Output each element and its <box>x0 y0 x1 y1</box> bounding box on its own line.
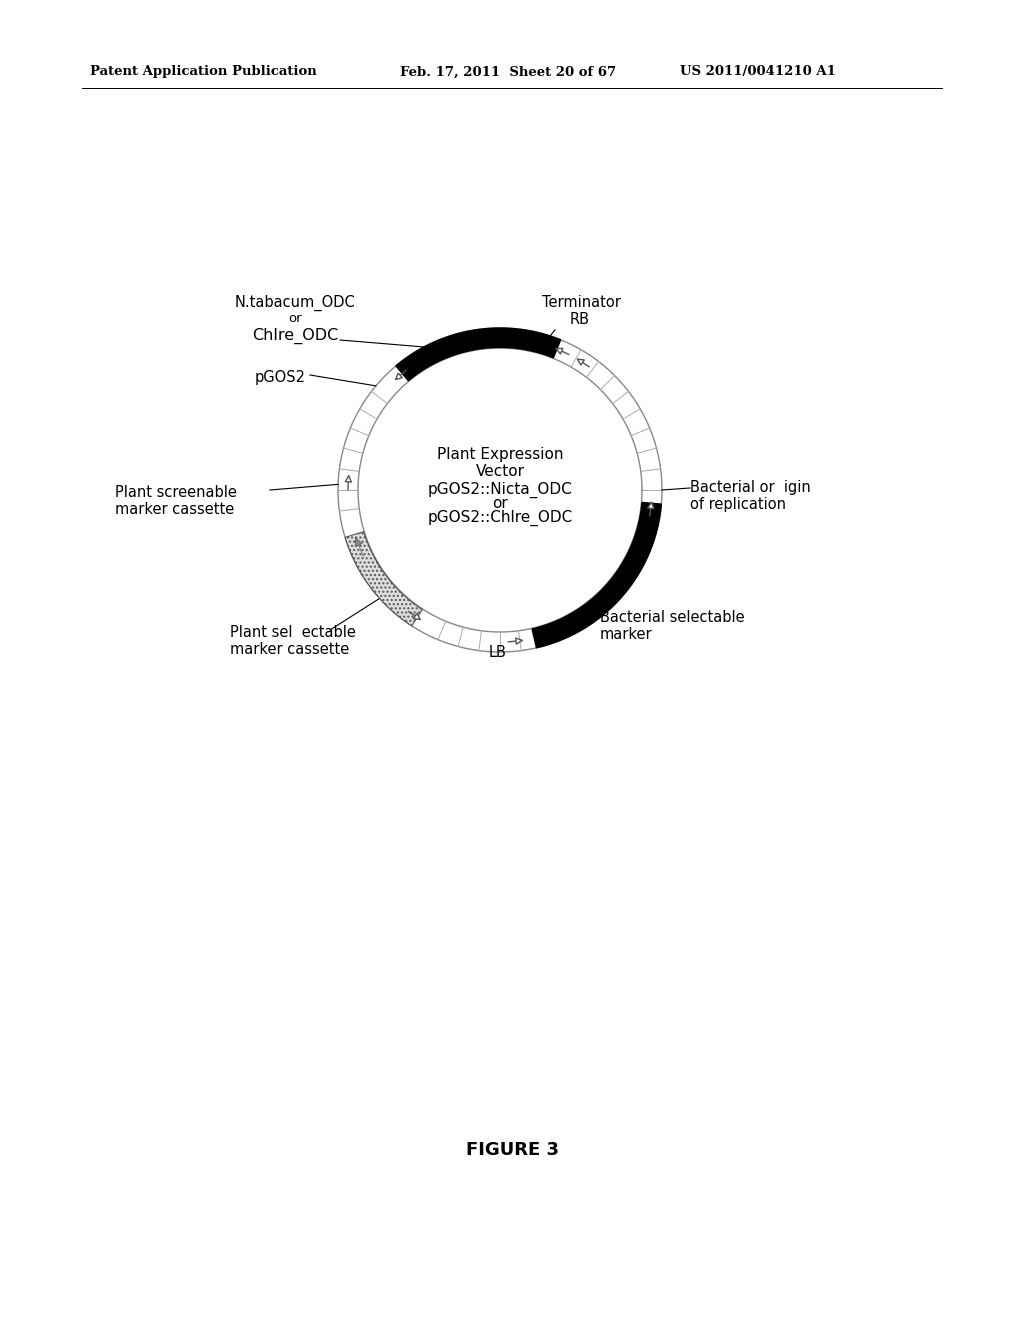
Polygon shape <box>532 503 662 648</box>
Text: of replication: of replication <box>690 498 786 512</box>
Text: pGOS2::Chlre_ODC: pGOS2::Chlre_ODC <box>427 510 572 527</box>
Polygon shape <box>396 327 561 380</box>
Text: Plant screenable: Plant screenable <box>115 484 237 500</box>
Text: FIGURE 3: FIGURE 3 <box>466 1140 558 1159</box>
Text: or: or <box>288 312 302 325</box>
Polygon shape <box>345 532 422 626</box>
Text: Chlre_ODC: Chlre_ODC <box>252 327 338 345</box>
Text: marker cassette: marker cassette <box>115 502 234 517</box>
Text: or: or <box>493 496 508 511</box>
Text: N.tabacum_ODC: N.tabacum_ODC <box>234 294 355 312</box>
Text: RB: RB <box>570 312 590 327</box>
Text: marker: marker <box>600 627 652 642</box>
Text: Feb. 17, 2011  Sheet 20 of 67: Feb. 17, 2011 Sheet 20 of 67 <box>400 66 616 78</box>
Text: Bacterial selectable: Bacterial selectable <box>600 610 744 624</box>
Text: Patent Application Publication: Patent Application Publication <box>90 66 316 78</box>
Text: marker cassette: marker cassette <box>230 642 349 657</box>
Text: Vector: Vector <box>475 465 524 479</box>
Text: pGOS2::Nicta_ODC: pGOS2::Nicta_ODC <box>428 482 572 498</box>
Text: Terminator: Terminator <box>542 294 621 310</box>
Text: pGOS2: pGOS2 <box>255 370 306 385</box>
Text: US 2011/0041210 A1: US 2011/0041210 A1 <box>680 66 836 78</box>
Text: Plant sel  ectable: Plant sel ectable <box>230 624 356 640</box>
Text: LB: LB <box>489 645 507 660</box>
Text: Plant Expression: Plant Expression <box>437 446 563 462</box>
Text: Bacterial or  igin: Bacterial or igin <box>690 480 811 495</box>
